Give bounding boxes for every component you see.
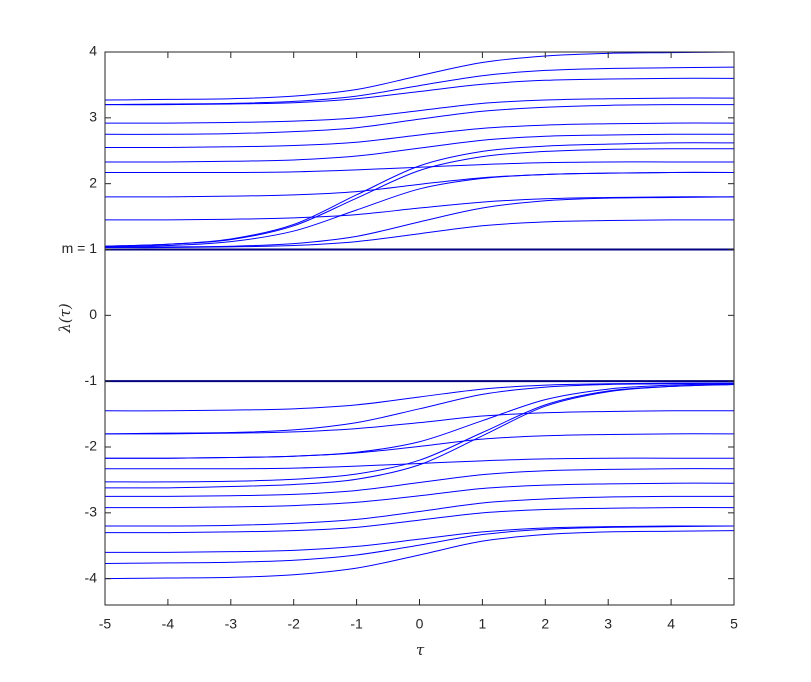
x-tick-label: -3 — [225, 616, 238, 632]
series-line — [104, 382, 735, 435]
y-axis-label: λ(τ) — [56, 303, 74, 334]
y-tick-label: -3 — [85, 504, 98, 520]
x-tick-label: -2 — [287, 616, 300, 632]
series-line — [104, 525, 735, 565]
series-line — [104, 97, 735, 124]
series-line — [104, 482, 735, 509]
series-line — [104, 142, 735, 247]
x-tick-label: 1 — [479, 616, 487, 632]
y-tick-label: m = 1 — [62, 240, 98, 256]
series-line — [104, 530, 735, 580]
series-line — [104, 468, 735, 497]
y-tick-label: 0 — [89, 306, 97, 322]
series-line — [104, 122, 735, 149]
x-tick-label: 4 — [667, 616, 675, 632]
series-line — [105, 161, 734, 174]
x-axis-label: τ — [416, 641, 425, 659]
y-tick-label: 3 — [89, 109, 97, 125]
x-tick-label: 3 — [604, 616, 612, 632]
series-line — [104, 133, 735, 163]
y-tick-label: -4 — [85, 569, 98, 585]
y-tick-label: -2 — [85, 438, 98, 454]
series-line — [104, 383, 735, 483]
series-line — [104, 196, 735, 249]
series-line — [104, 525, 735, 553]
series-line — [104, 219, 735, 249]
series-line — [104, 383, 735, 489]
series-line — [104, 66, 735, 106]
y-tick-label: 4 — [89, 43, 97, 59]
series-line — [104, 410, 735, 435]
series-line — [104, 104, 735, 135]
series-line — [104, 507, 735, 534]
x-tick-label: 0 — [416, 616, 424, 632]
x-tick-label: -5 — [99, 616, 112, 632]
x-tick-label: 5 — [730, 616, 738, 632]
series-line — [104, 433, 735, 459]
series-line — [104, 77, 735, 106]
y-tick-label: 2 — [89, 174, 97, 190]
y-tick-label: -1 — [85, 372, 98, 388]
x-tick-label: -1 — [350, 616, 363, 632]
series-line — [104, 171, 735, 198]
series-line — [104, 51, 735, 101]
series-line — [104, 382, 735, 412]
series-line — [104, 495, 735, 527]
series-line — [104, 148, 735, 247]
series-line — [104, 196, 735, 221]
x-tick-label: -4 — [162, 616, 175, 632]
series-line — [105, 457, 734, 470]
x-tick-label: 2 — [541, 616, 549, 632]
